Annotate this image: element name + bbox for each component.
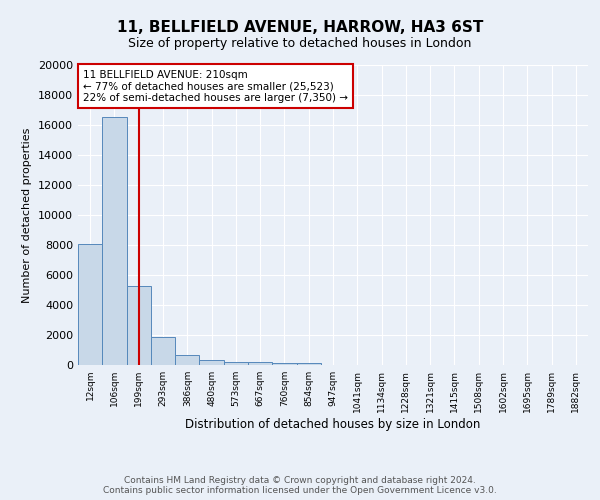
- Bar: [199, 360, 224, 365]
- Bar: [296, 363, 321, 365]
- Bar: [151, 337, 175, 365]
- Bar: [248, 362, 272, 365]
- Bar: [102, 118, 127, 365]
- Text: Contains HM Land Registry data © Crown copyright and database right 2024.
Contai: Contains HM Land Registry data © Crown c…: [103, 476, 497, 495]
- Text: 11, BELLFIELD AVENUE, HARROW, HA3 6ST: 11, BELLFIELD AVENUE, HARROW, HA3 6ST: [117, 20, 483, 35]
- Bar: [224, 362, 248, 365]
- Text: Size of property relative to detached houses in London: Size of property relative to detached ho…: [128, 38, 472, 51]
- Bar: [127, 286, 151, 365]
- Bar: [272, 362, 296, 365]
- Bar: [78, 244, 102, 365]
- X-axis label: Distribution of detached houses by size in London: Distribution of detached houses by size …: [185, 418, 481, 430]
- Text: 11 BELLFIELD AVENUE: 210sqm
← 77% of detached houses are smaller (25,523)
22% of: 11 BELLFIELD AVENUE: 210sqm ← 77% of det…: [83, 70, 348, 102]
- Bar: [175, 354, 199, 365]
- Y-axis label: Number of detached properties: Number of detached properties: [22, 128, 32, 302]
